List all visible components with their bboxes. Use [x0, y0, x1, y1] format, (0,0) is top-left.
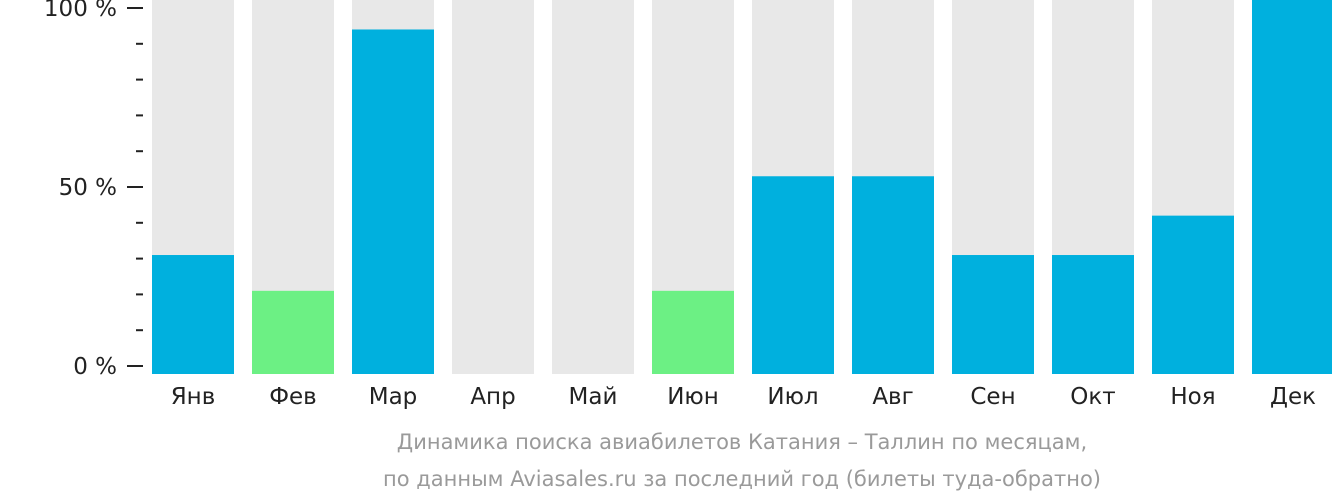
y-tick-label-2: 50 % — [59, 175, 117, 201]
bars-group — [152, 0, 1332, 374]
bar-9 — [952, 255, 1034, 374]
x-tick-label-3: Мар — [369, 384, 418, 410]
bar-11 — [1152, 215, 1234, 374]
x-tick-label-8: Авг — [872, 384, 913, 410]
bar-1 — [152, 255, 234, 374]
bar-background-5 — [552, 0, 634, 374]
x-axis-labels: Янв Фев Мар Апр Май Июн Июл Авг Сен Окт Ноя Дек — [171, 384, 1316, 410]
chart-caption-line-2: по данным Aviasales.ru за последний год … — [383, 467, 1101, 491]
x-tick-label-10: Окт — [1070, 384, 1115, 410]
x-tick-label-4: Апр — [470, 384, 515, 410]
bar-6 — [652, 290, 734, 374]
bar-3 — [352, 29, 434, 374]
y-tick-label-1: 0 % — [73, 354, 117, 380]
x-tick-label-5: Май — [569, 384, 618, 410]
y-tick-label-3: 100 % — [44, 0, 117, 22]
bar-12 — [1252, 0, 1332, 374]
x-tick-label-11: Ноя — [1170, 384, 1215, 410]
bar-2 — [252, 290, 334, 374]
bar-background-4 — [452, 0, 534, 374]
x-tick-label-6: Июн — [667, 384, 719, 410]
bar-10 — [1052, 255, 1134, 374]
x-tick-label-9: Сен — [970, 384, 1015, 410]
bar-8 — [852, 176, 934, 374]
chart-caption-line-1: Динамика поиска авиабилетов Катания – Та… — [396, 430, 1088, 454]
x-tick-label-2: Фев — [269, 384, 317, 410]
y-axis: 0 % 50 % 100 % — [44, 0, 143, 380]
x-tick-label-7: Июл — [767, 384, 818, 410]
bar-7 — [752, 176, 834, 374]
x-tick-label-1: Янв — [171, 384, 216, 410]
x-tick-label-12: Дек — [1270, 384, 1316, 410]
